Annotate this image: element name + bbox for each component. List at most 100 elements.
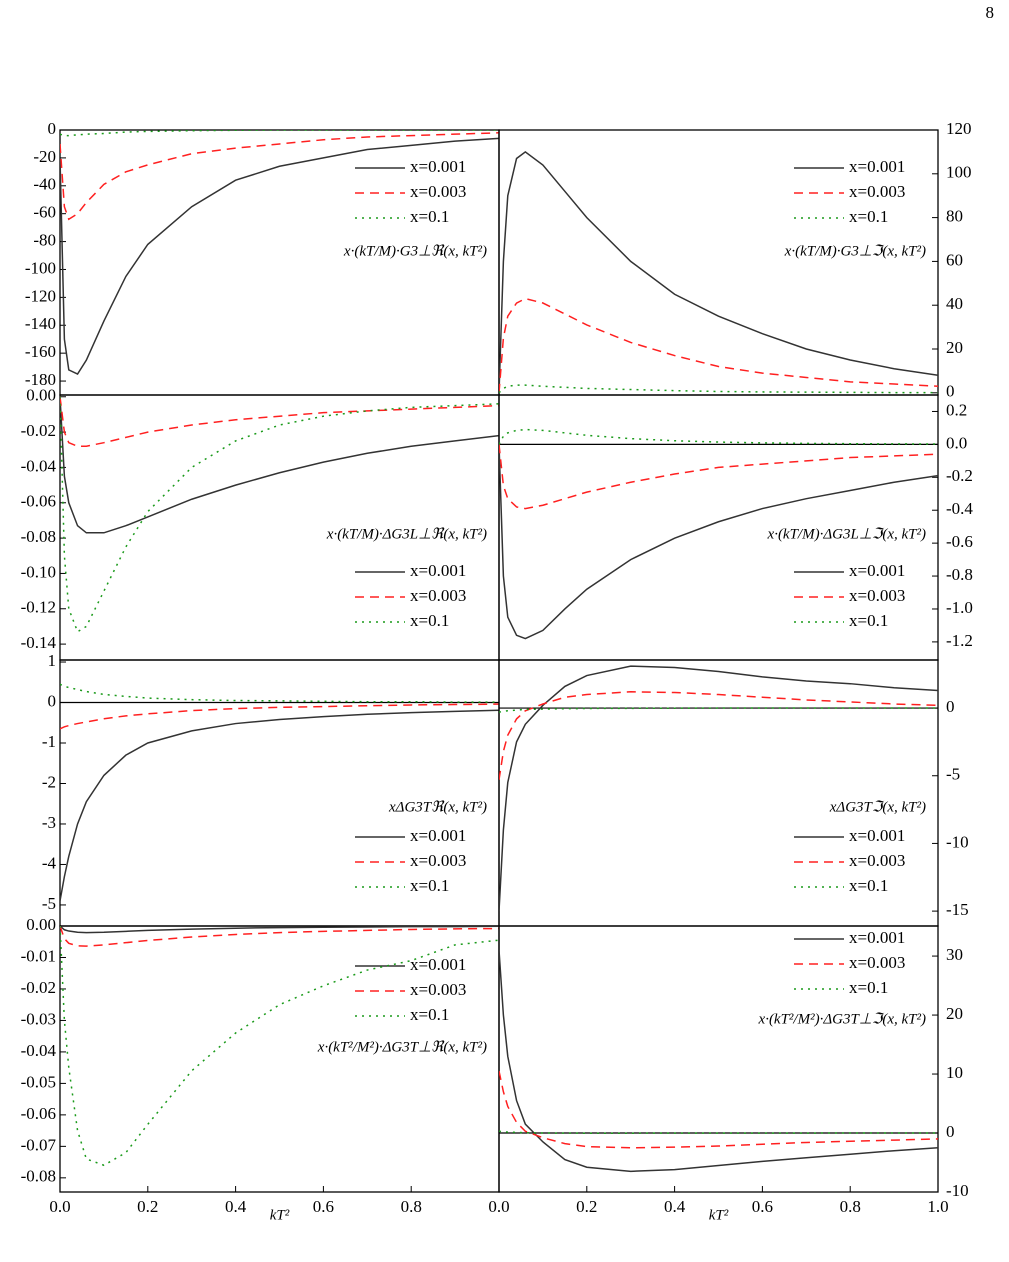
y-tick-label: -160 (25, 342, 56, 361)
legend-label: x=0.003 (410, 851, 466, 870)
series-line (499, 665, 938, 912)
legend-label: x=0.1 (410, 876, 449, 895)
series-line (60, 396, 499, 633)
y-tick-label: -0.4 (946, 499, 973, 518)
series-line (60, 703, 499, 730)
y-tick-label: -10 (946, 1181, 969, 1200)
y-tick-label: -0.14 (21, 633, 57, 652)
y-tick-label: -120 (25, 286, 56, 305)
y-tick-label: 0.00 (26, 915, 56, 934)
series-line (499, 691, 938, 780)
y-tick-label: 0.2 (946, 400, 967, 419)
y-tick-label: -1.2 (946, 631, 973, 650)
y-tick-label: 20 (946, 1004, 963, 1023)
y-tick-label: -140 (25, 314, 56, 333)
legend-label: x=0.1 (410, 1005, 449, 1024)
y-tick-label: 0 (946, 382, 955, 401)
x-tick-label: 0.6 (752, 1197, 773, 1216)
y-tick-label: -20 (33, 147, 56, 166)
y-tick-label: -0.02 (21, 421, 56, 440)
y-tick-label: -0.07 (21, 1135, 57, 1154)
y-tick-label: -100 (25, 258, 56, 277)
series-line (60, 926, 499, 947)
series-line (60, 130, 499, 137)
y-tick-label: 0.00 (26, 386, 56, 405)
y-tick-label: -0.03 (21, 1009, 56, 1028)
y-tick-label: -0.04 (21, 1041, 57, 1060)
series-line (499, 384, 938, 394)
y-tick-label: 0 (48, 119, 57, 138)
series-line (499, 428, 938, 445)
series-line (60, 396, 499, 534)
series-line (499, 150, 938, 393)
x-tick-label: 1.0 (927, 1197, 948, 1216)
y-tick-label: 10 (946, 1063, 963, 1082)
legend-label: x=0.1 (410, 611, 449, 630)
series-line (499, 444, 938, 510)
y-tick-label: 1 (48, 651, 57, 670)
series-line (499, 950, 938, 1173)
legend-label: x=0.1 (849, 207, 888, 226)
y-tick-label: -0.08 (21, 527, 56, 546)
y-tick-label: -1 (42, 732, 56, 751)
function-label: x·(kT²/M²)·ΔG3T⊥ℜ(x, kT²) (317, 1039, 487, 1055)
legend-label: x=0.001 (849, 928, 905, 947)
series-line (60, 926, 499, 934)
y-tick-label: -0.06 (21, 1104, 56, 1123)
y-tick-label: -0.06 (21, 492, 56, 511)
legend-label: x=0.001 (849, 157, 905, 176)
x-tick-label: 0.6 (313, 1197, 334, 1216)
y-tick-label: -0.05 (21, 1072, 56, 1091)
y-tick-label: -80 (33, 230, 56, 249)
legend-label: x=0.1 (849, 611, 888, 630)
function-label: xΔG3Tℑ(x, kT²) (829, 799, 926, 815)
x-tick-label: 0.0 (49, 1197, 70, 1216)
y-tick-label: -60 (33, 203, 56, 222)
y-tick-label: -180 (25, 370, 56, 389)
function-label: xΔG3Tℜ(x, kT²) (388, 799, 487, 815)
y-tick-label: 0.0 (946, 433, 967, 452)
series-line (499, 444, 938, 640)
legend-label: x=0.003 (849, 851, 905, 870)
y-tick-label: -0.04 (21, 456, 57, 475)
y-tick-label: -1.0 (946, 598, 973, 617)
y-tick-label: -0.8 (946, 565, 973, 584)
x-tick-label: 0.2 (137, 1197, 158, 1216)
legend-label: x=0.001 (849, 826, 905, 845)
y-tick-label: 40 (946, 294, 963, 313)
legend-label: x=0.003 (849, 182, 905, 201)
series-line (60, 683, 499, 703)
legend-label: x=0.1 (410, 207, 449, 226)
legend-label: x=0.001 (410, 561, 466, 580)
legend-label: x=0.001 (849, 561, 905, 580)
series-line (60, 132, 499, 221)
y-tick-label: 100 (946, 163, 972, 182)
y-tick-label: -15 (946, 900, 969, 919)
y-tick-label: -40 (33, 175, 56, 194)
legend-label: x=0.003 (849, 953, 905, 972)
function-label: x·(kT/M)·ΔG3L⊥ℑ(x, kT²) (767, 526, 926, 542)
legend-label: x=0.1 (849, 876, 888, 895)
y-tick-label: -4 (42, 853, 57, 872)
y-tick-label: -2 (42, 772, 56, 791)
y-tick-label: 30 (946, 945, 963, 964)
y-tick-label: -5 (42, 894, 56, 913)
function-label: x·(kT/M)·G3⊥ℑ(x, kT²) (784, 243, 926, 259)
y-tick-label: 120 (946, 119, 972, 138)
y-tick-label: 0 (946, 697, 955, 716)
page-number: 8 (986, 3, 995, 22)
y-tick-label: -0.01 (21, 946, 56, 965)
function-label: x·(kT/M)·G3⊥ℜ(x, kT²) (343, 243, 487, 259)
x-tick-label: 0.4 (225, 1197, 247, 1216)
series-line (499, 707, 938, 713)
y-tick-label: -0.08 (21, 1167, 56, 1186)
legend-label: x=0.001 (410, 955, 466, 974)
legend-label: x=0.003 (410, 980, 466, 999)
y-tick-label: -0.12 (21, 598, 56, 617)
y-tick-label: -10 (946, 832, 969, 851)
series-line (499, 1070, 938, 1149)
x-tick-label: 0.0 (488, 1197, 509, 1216)
legend-label: x=0.003 (849, 586, 905, 605)
series-line (499, 297, 938, 393)
